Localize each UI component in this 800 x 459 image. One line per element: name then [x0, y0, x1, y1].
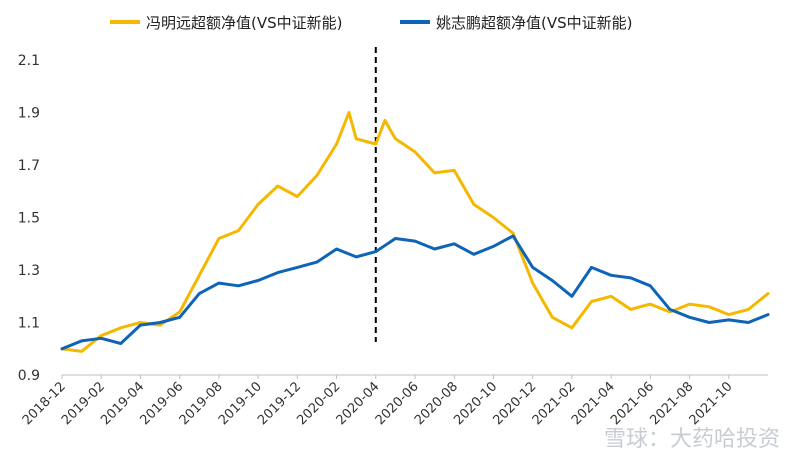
data-point-2021-08	[688, 316, 691, 319]
data-point-2020-09	[472, 203, 475, 206]
data-point-2021-02	[570, 326, 574, 329]
data-point-2021-08	[688, 302, 691, 306]
y-tick-label: 1.5	[18, 211, 40, 227]
data-point-2021-06	[649, 284, 652, 287]
series-line-1	[60, 111, 770, 353]
y-tick-label: 1.1	[18, 316, 40, 332]
data-point-2021-11	[747, 308, 750, 311]
data-point-2020-02-20	[347, 111, 351, 114]
data-point-2020-06	[413, 239, 417, 243]
data-point-2020-03	[355, 255, 358, 259]
y-tick-label: 1.3	[18, 263, 40, 279]
data-point-2020-04	[374, 250, 377, 253]
data-point-2019-04	[139, 321, 142, 324]
data-point-2019-07	[198, 274, 201, 277]
legend-label: 姚志鹏超额净值(VS中证新能)	[436, 14, 633, 32]
data-point-2021-10	[727, 313, 730, 316]
data-point-2021-02	[570, 295, 574, 298]
series-line-2	[60, 234, 770, 351]
legend: 冯明远超额净值(VS中证新能) 姚志鹏超额净值(VS中证新能)	[110, 14, 633, 32]
y-tick-label: 1.9	[18, 106, 40, 122]
data-point-2021-01	[551, 279, 554, 282]
data-point-2021-04	[609, 274, 613, 277]
data-point-2021-06	[649, 302, 652, 306]
watermark: 雪球：大药哈投资	[604, 427, 780, 452]
data-point-2019-01	[80, 350, 83, 353]
data-point-2021-07	[668, 310, 672, 314]
data-point-2020-05	[394, 237, 397, 240]
y-axis: 0.9 1.1 1.3 1.5 1.7 1.9 2.1	[18, 53, 40, 384]
data-point-2021-09	[708, 321, 711, 324]
data-point-2019-12	[296, 195, 299, 198]
data-point-2019-02	[100, 334, 103, 337]
data-point-2019-09	[237, 229, 240, 232]
data-point-2021-11	[747, 321, 750, 324]
data-point-2021-10	[727, 318, 730, 322]
data-point-2019-10	[256, 203, 260, 206]
data-point-2019-04	[139, 323, 142, 327]
data-point-2020-07	[433, 171, 436, 175]
data-point-2019-02	[100, 337, 103, 340]
data-point-2021-04	[609, 295, 613, 298]
legend-label: 冯明远超额净值(VS中证新能)	[146, 14, 343, 32]
data-point-2021-05	[629, 276, 632, 280]
data-point-2019-03	[119, 342, 123, 345]
data-point-2021-05	[629, 308, 632, 311]
data-point-2021-07	[668, 308, 672, 311]
data-point-2018-12	[60, 347, 64, 350]
data-point-2020-12	[531, 281, 534, 285]
data-point-2019-09	[237, 284, 240, 287]
data-point-2020-06	[413, 150, 417, 154]
data-point-2020-07	[433, 247, 436, 251]
data-point-2021-12	[766, 313, 770, 316]
data-point-2020-01	[315, 260, 319, 264]
data-point-2020-08	[453, 169, 456, 172]
data-point-2019-08	[217, 237, 221, 240]
data-point-2020-05	[394, 137, 397, 140]
data-point-2019-07	[198, 292, 201, 295]
data-point-2020-08	[453, 242, 456, 245]
data-point-2019-05	[158, 321, 162, 324]
data-point-2019-12	[296, 266, 299, 269]
data-point-2021-03	[590, 266, 593, 269]
data-point-2019-01	[80, 339, 83, 343]
data-point-2020-09	[472, 253, 475, 256]
y-tick-label: 2.1	[18, 53, 40, 69]
plot-lines	[60, 111, 770, 353]
data-point-2019-11	[276, 184, 279, 188]
data-point-2021-03	[590, 300, 593, 303]
data-point-2020-03	[355, 137, 358, 140]
y-tick-label: 0.9	[18, 368, 40, 384]
x-axis: 2018-122019-022019-042019-062019-082019-…	[20, 374, 768, 428]
data-point-2020-10	[492, 245, 495, 248]
data-point-2020-11	[511, 234, 515, 238]
data-point-2021-01	[551, 316, 554, 319]
data-point-2019-06	[178, 310, 181, 314]
data-point-2019-11	[276, 271, 279, 274]
data-point-2020-01	[315, 174, 319, 177]
data-point-2020-12	[531, 266, 534, 269]
data-point-2020-02	[335, 247, 338, 251]
y-tick-label: 1.7	[18, 158, 40, 174]
data-point-2020-04-15	[383, 119, 387, 122]
data-point-2020-11	[511, 232, 515, 235]
data-point-2019-10	[256, 279, 260, 282]
data-point-2020-04	[374, 142, 377, 146]
data-point-2021-09	[708, 305, 711, 308]
data-point-2021-12	[766, 292, 770, 295]
data-point-2020-02	[335, 142, 338, 146]
data-point-2019-03	[119, 326, 123, 329]
data-point-2019-08	[217, 281, 221, 285]
data-point-2020-10	[492, 216, 495, 219]
data-point-2019-05	[158, 323, 162, 327]
x-tick-label: 2021-10	[687, 379, 736, 428]
data-point-2019-06	[178, 316, 181, 319]
